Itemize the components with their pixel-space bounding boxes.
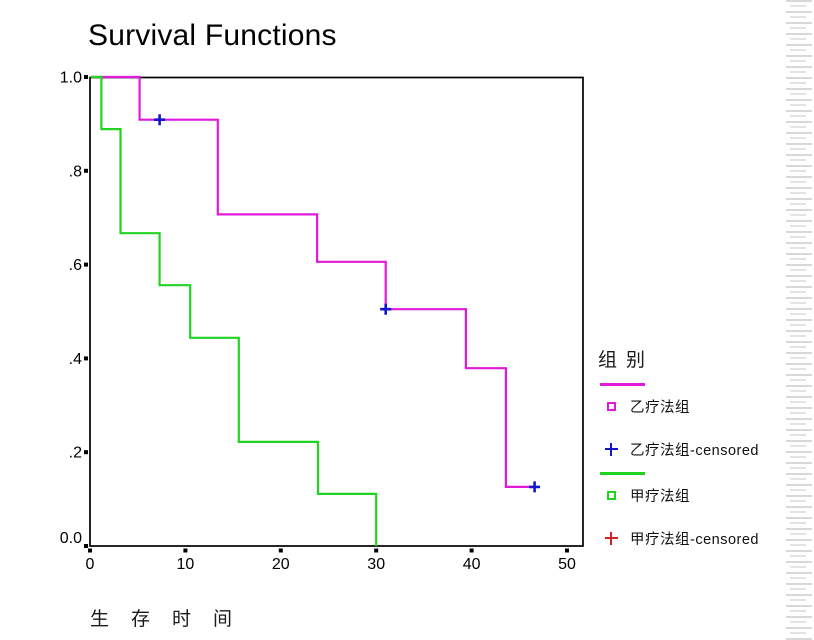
plus-marker-icon (604, 531, 618, 545)
slide-edge-texture-overlay (790, 0, 806, 640)
x-tick-label: 30 (367, 556, 385, 573)
y-tick (84, 356, 88, 361)
open-square-marker-icon (604, 488, 618, 502)
legend-entry-group-a-censored: 甲疗法组-censored (604, 528, 759, 548)
x-tick (565, 548, 569, 553)
x-tick-label: 0 (86, 556, 95, 573)
legend-entry-label: 乙疗法组-censored (630, 442, 759, 459)
x-tick-label: 50 (558, 556, 576, 573)
legend-entry-group-b-censored: 乙疗法组-censored (604, 439, 759, 459)
censored-mark (154, 114, 166, 126)
y-tick-label: 0.0 (60, 530, 82, 547)
survival-curve-series-2 (90, 75, 378, 546)
x-tick (469, 548, 474, 553)
x-tick (278, 548, 283, 553)
x-tick (374, 548, 379, 553)
y-tick-label: .4 (69, 351, 82, 368)
legend-entry-label: 甲疗法组 (630, 488, 690, 505)
censored-mark (380, 303, 392, 315)
plus-marker-icon (604, 442, 618, 456)
legend-line-swatch-group-a (600, 472, 645, 475)
plot-frame (89, 76, 584, 547)
open-square-marker-icon (604, 399, 618, 413)
x-tick (88, 548, 92, 553)
survival-curve-series-1 (90, 75, 531, 488)
legend-entry-label: 甲疗法组-censored (630, 531, 759, 548)
x-tick-label: 40 (463, 556, 481, 573)
legend: 组别 乙疗法组 乙疗法组-censored 甲疗法组 甲疗法组-censored (596, 338, 814, 562)
y-tick (84, 544, 88, 548)
legend-line-swatch-group-b (600, 383, 645, 386)
y-tick (84, 450, 88, 455)
y-tick-label: .6 (69, 257, 82, 274)
x-tick (183, 548, 188, 553)
x-tick-label: 20 (272, 556, 290, 573)
y-tick-label: .8 (69, 163, 82, 180)
legend-entry-group-b: 乙疗法组 (604, 396, 690, 416)
y-tick-label: .2 (69, 445, 82, 462)
chart-title: Survival Functions (88, 19, 337, 52)
y-tick (84, 168, 88, 173)
y-tick-label: 1.0 (60, 70, 82, 87)
legend-entry-label: 乙疗法组 (630, 399, 690, 416)
x-tick-label: 10 (177, 556, 195, 573)
x-axis-title: 生存时间 (90, 609, 255, 630)
legend-entry-group-a: 甲疗法组 (604, 485, 690, 505)
censored-mark (529, 481, 541, 493)
y-tick (84, 75, 88, 79)
legend-title: 组别 (598, 350, 655, 371)
y-tick (84, 262, 88, 267)
